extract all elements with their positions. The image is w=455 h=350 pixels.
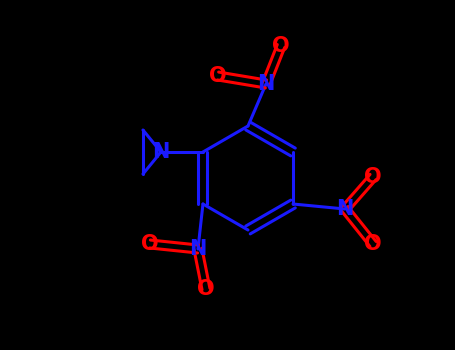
Text: N: N (189, 239, 207, 259)
Text: N: N (258, 74, 275, 94)
Text: O: O (141, 234, 159, 254)
Text: N: N (152, 142, 170, 162)
Text: N: N (336, 199, 354, 219)
Text: O: O (364, 234, 382, 254)
Text: O: O (272, 36, 290, 56)
Text: O: O (364, 167, 382, 187)
Text: O: O (197, 279, 215, 299)
Text: O: O (209, 66, 227, 86)
